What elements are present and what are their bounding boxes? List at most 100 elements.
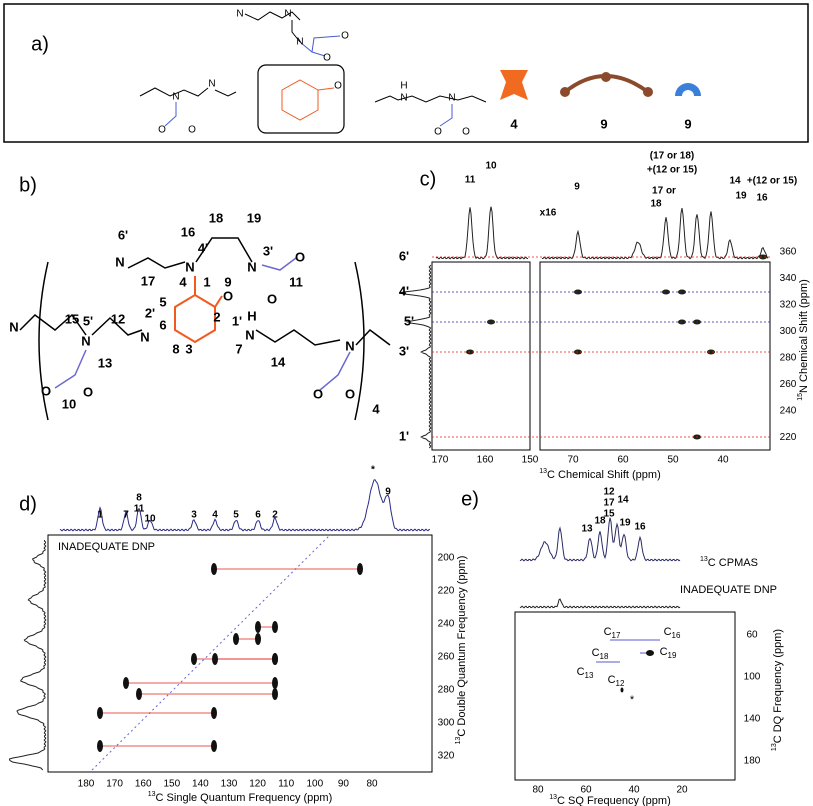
x-tick-label: 160 [477, 455, 494, 466]
label-base: C [660, 646, 668, 658]
cross-peak-label: C19 [660, 646, 677, 660]
peak-label: 10 [144, 514, 156, 525]
atom-label: 2 [213, 309, 220, 324]
atom-label: O [41, 383, 51, 398]
atom-label: O [313, 386, 323, 401]
panel-label: c) [420, 168, 437, 190]
y-tick-label: 320 [780, 300, 797, 311]
x-tick-label: 20 [676, 785, 688, 796]
spectrum-top [435, 206, 529, 260]
title-text: C Single Quantum Frequency (ppm) [156, 792, 333, 804]
atom-label: 5' [83, 313, 93, 328]
x-tick-label: 80 [366, 779, 378, 790]
axis-title: 13C Double Quantum Frequency (ppm) [455, 556, 468, 745]
cross-peak [211, 740, 217, 752]
title-text: C SQ Frequency (ppm) [557, 795, 671, 806]
y-tick-label: 260 [438, 652, 455, 663]
peak-label: x16 [540, 208, 557, 219]
cross-peak [212, 653, 218, 665]
x-tick-label: 150 [522, 455, 539, 466]
x-tick-label: 140 [192, 779, 209, 790]
y-tick-label: 300 [780, 326, 797, 337]
cross-peak-label: C13 [577, 666, 594, 680]
superscript: 13 [700, 556, 708, 563]
x-tick-label: 50 [667, 455, 679, 466]
peak-label: 7 [123, 510, 129, 521]
label-subscript: 12 [616, 679, 625, 688]
cross-peak-label: C17 [604, 626, 621, 640]
molecule-sketches [139, 11, 487, 127]
x-tick-label: 170 [432, 455, 449, 466]
atom-label: 4' [198, 240, 208, 255]
spectrum-label: 13C CPMAS [700, 556, 758, 569]
cross-peak [357, 563, 363, 575]
cross-peak [97, 707, 103, 719]
label-base: C [664, 626, 672, 638]
atom-label: N [345, 338, 354, 353]
y-tick-label: 200 [438, 553, 455, 564]
y-tick-label: 100 [744, 672, 761, 683]
peak-label: 14 [729, 176, 741, 187]
x-tick-label: 110 [278, 779, 294, 790]
peak-label: 6 [255, 510, 261, 521]
atom-label: O [341, 31, 349, 42]
atom-label: 18 [209, 210, 223, 225]
axis-title: 15N Chemical Shift (ppm) [797, 279, 810, 401]
atom-label: O [158, 125, 166, 136]
label-base: C [604, 626, 612, 638]
atom-label: N [185, 259, 194, 274]
count-label: 9 [684, 116, 691, 131]
plot-frame [514, 611, 736, 781]
count-label: 4 [510, 116, 518, 131]
panel-label: b) [19, 174, 37, 196]
peak-label: 2 [272, 510, 278, 521]
atom-label: 10 [62, 396, 76, 411]
peak-label: 11 [465, 175, 476, 186]
peak-label: 13 [581, 524, 593, 535]
atom-label: 3 [185, 341, 192, 356]
atom-label: 17 [141, 273, 155, 288]
peak-label: 18 [594, 516, 606, 527]
y-tick-label: 220 [780, 432, 797, 443]
atom-label: 11 [289, 274, 303, 289]
atom-label: O [83, 384, 93, 399]
cross-peak [211, 563, 217, 575]
projection-label: 5' [404, 313, 414, 328]
x-tick-label: 40 [628, 785, 640, 796]
atom-label: 12 [111, 311, 125, 326]
atom-label: O [223, 288, 233, 303]
x-tick-label: 170 [106, 779, 123, 790]
superscript: 13 [539, 468, 547, 475]
spectrum-top [519, 517, 681, 562]
x-tick-label: 180 [78, 779, 95, 790]
peak-label: +(12 or 15) [647, 165, 697, 176]
peak-label: 3 [191, 510, 197, 521]
atom-label: 6 [159, 317, 166, 332]
atom-label: N [81, 333, 90, 348]
superscript: 13 [455, 736, 462, 744]
peak-label: * [371, 465, 375, 476]
peak-label: 1 [97, 510, 103, 521]
icon-cap [675, 83, 701, 96]
title-text: C CPMAS [708, 557, 758, 569]
y-tick-label: 240 [438, 619, 455, 630]
atom-label: N [172, 92, 179, 103]
spectrum-side [8, 539, 47, 771]
peak-label: 9 [574, 182, 580, 193]
x-tick-label: 100 [306, 779, 323, 790]
cross-peak [272, 653, 278, 665]
atom-label: O [434, 127, 442, 138]
plot-title: INADEQUATE DNP [58, 541, 155, 553]
panel-label: e) [461, 488, 479, 510]
x-tick-label: 90 [338, 779, 350, 790]
cross-peak-label: C18 [592, 647, 609, 661]
x-tick-label: 130 [221, 779, 238, 790]
atom-label: 3' [263, 243, 273, 258]
atom-label: N [140, 329, 149, 344]
x-tick-label: 60 [580, 785, 592, 796]
atom-label: N [245, 327, 254, 342]
peak-label: 5 [233, 510, 239, 521]
atom-label: 1' [232, 313, 242, 328]
count-label: 9 [600, 116, 607, 131]
cross-peak [255, 621, 261, 633]
